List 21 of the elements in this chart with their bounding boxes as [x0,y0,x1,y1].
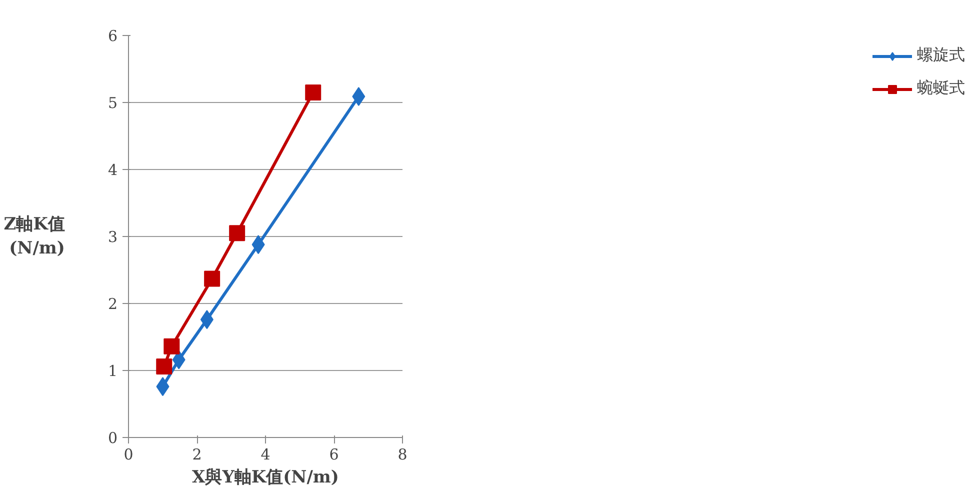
x-tick-label: 0 [124,446,134,464]
legend-label: 螺旋式 [917,45,965,66]
y-tick-label: 3 [108,228,118,246]
y-tick-label: 1 [108,362,118,380]
x-axis-title: X與Y軸K值(N/m) [192,468,339,488]
x-tick-label: 6 [329,446,339,464]
point [164,338,180,354]
y-tick-label: 0 [108,429,118,447]
x-tick-label: 8 [398,446,408,464]
x-tick-label: 2 [192,446,202,464]
point [156,358,172,374]
x-tick-label: 4 [260,446,270,464]
y-tick-label: 2 [108,295,118,313]
y-tick-label: 5 [108,94,118,112]
y-tick-label: 4 [108,161,118,179]
point [204,270,220,287]
point [229,225,246,242]
legend-label: 蜿蜒式 [917,78,965,99]
point [305,84,322,100]
y-tick-label: 6 [108,27,118,45]
y-axis-title: Z軸K值 (N/m) [4,214,65,258]
